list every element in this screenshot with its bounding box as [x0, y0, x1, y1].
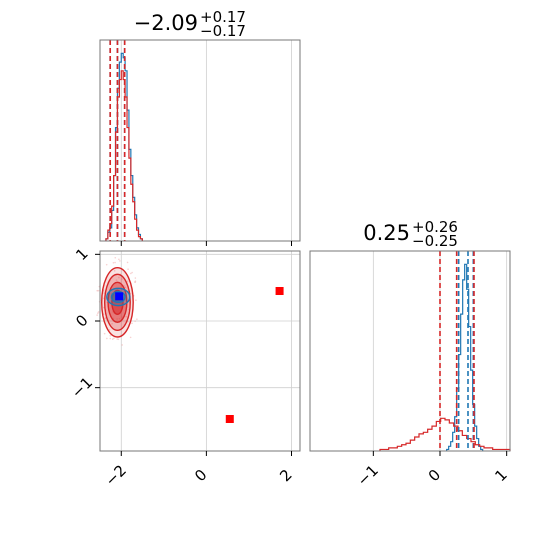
sample-point	[118, 276, 120, 279]
sample-point	[111, 322, 113, 325]
right-histogram-title-plus: +0.26	[412, 218, 458, 236]
top-histogram-title-minus: −0.17	[200, 22, 246, 40]
marker-point-0	[275, 287, 284, 295]
sample-point	[136, 318, 138, 320]
sample-point	[129, 336, 132, 339]
sample-point	[121, 316, 123, 318]
top-histogram-title-value: −2.09	[134, 11, 198, 35]
scatter-x-tick-label: 0	[191, 466, 210, 485]
scatter-y-tick-label: 1	[72, 245, 91, 264]
histogram-panel-top-left	[99, 39, 301, 246]
sample-point	[104, 317, 106, 320]
sample-point	[126, 261, 129, 264]
right-histogram-frame	[309, 250, 511, 452]
scatter-x-tick-label: −2	[102, 461, 130, 489]
sample-point	[97, 312, 99, 314]
marker-point-1	[225, 415, 234, 423]
histogram-panel-bottom-right: −1 0 1	[309, 250, 511, 490]
sample-point	[135, 299, 137, 302]
sample-point	[106, 337, 108, 340]
sample-point	[124, 286, 127, 289]
sample-point	[118, 258, 120, 261]
scatter-x-tick-label: 2	[276, 466, 295, 485]
sample-point	[116, 338, 118, 340]
sample-point	[114, 256, 117, 259]
right-x-tick-label: −1	[354, 461, 382, 489]
sample-point	[103, 292, 105, 294]
sample-point	[118, 317, 121, 320]
sample-point	[114, 261, 116, 264]
sample-point	[109, 337, 112, 340]
sample-point	[112, 317, 115, 320]
sample-point	[121, 344, 123, 346]
sample-point	[130, 272, 132, 275]
right-histogram-title-minus: −0.25	[412, 232, 458, 250]
sample-point	[121, 278, 123, 280]
sample-point	[105, 263, 108, 266]
scatter-frame	[99, 250, 301, 452]
sample-point	[115, 279, 118, 281]
sample-point	[134, 277, 137, 279]
sample-point	[127, 268, 129, 271]
sample-point	[117, 338, 120, 341]
sample-point	[97, 311, 100, 313]
sample-point	[126, 280, 129, 283]
right-x-tick-label: 1	[491, 466, 510, 485]
scatter-y-tick-label: 0	[72, 311, 91, 330]
right-histogram-title-value: 0.25	[363, 221, 410, 245]
sample-point	[108, 329, 111, 331]
sample-point	[125, 315, 127, 318]
sample-point	[134, 281, 136, 284]
sample-point	[112, 261, 115, 264]
top-series-1-histogram	[105, 70, 143, 241]
top-histogram-frame	[99, 39, 301, 242]
sample-point	[96, 314, 98, 316]
sample-point	[109, 334, 112, 337]
scatter-panel-bottom-left: −2 0 2 −1 0 1	[68, 245, 301, 490]
sample-point	[131, 271, 133, 274]
sample-point	[131, 322, 133, 325]
right-series-0-histogram	[446, 263, 484, 451]
marker-point-2	[115, 292, 124, 301]
top-histogram-title-plus: +0.17	[200, 8, 246, 26]
sample-point	[103, 332, 106, 335]
sample-point	[111, 338, 114, 341]
sample-point	[113, 337, 115, 339]
right-x-tick-label: 0	[425, 466, 444, 485]
right-series-1-histogram	[379, 417, 511, 451]
sample-point	[119, 260, 121, 262]
sample-point	[116, 318, 118, 320]
sample-point	[134, 320, 136, 322]
scatter-y-tick-label: −1	[68, 373, 96, 401]
sample-point	[113, 270, 116, 272]
sample-point	[96, 289, 99, 292]
